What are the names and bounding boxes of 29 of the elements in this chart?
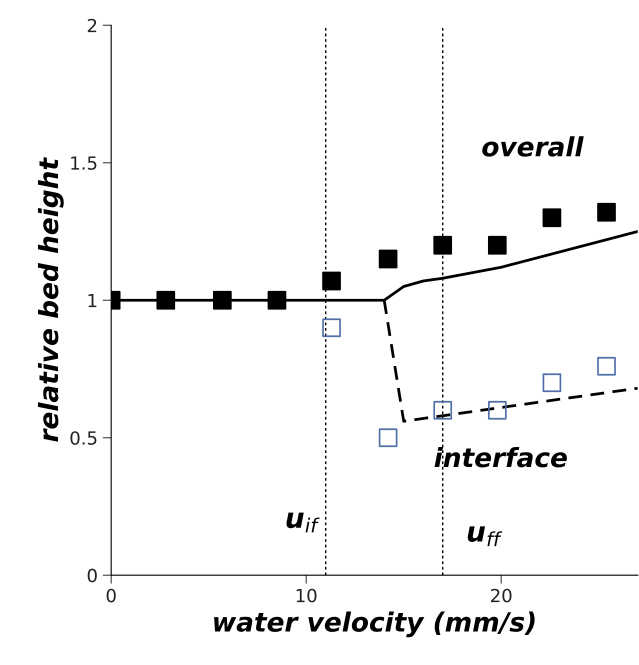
y-tick-label: 2 [88,18,96,32]
annotation: overall [482,136,584,157]
point [542,208,562,228]
y-tick-label: 0 [88,568,97,582]
ref-line-label: u$_{ff}$ [468,526,502,546]
x-tick-label: 10 [296,588,316,602]
x-axis-title: water velocity (mm/s) [214,611,535,638]
point [156,290,176,310]
x-tick-label: 0 [106,588,116,602]
y-axis-title: relative bed height [38,157,64,442]
point [213,290,232,310]
point [322,272,341,290]
point [433,400,452,420]
point [378,428,398,448]
annotation: interface [434,446,567,468]
ref-line-label: u$_{if}$ [286,512,320,532]
point [542,373,562,392]
point [322,318,341,338]
point [378,250,398,268]
point [597,356,616,376]
x-tick-label: 20 [491,588,512,602]
point [268,290,286,310]
point [488,400,507,420]
y-tick-label: 1.5 [71,156,96,170]
y-tick-label: 1 [88,294,96,308]
point [433,236,452,255]
y-tick-label: 0.5 [70,431,96,445]
point [597,202,616,222]
point [488,236,507,255]
